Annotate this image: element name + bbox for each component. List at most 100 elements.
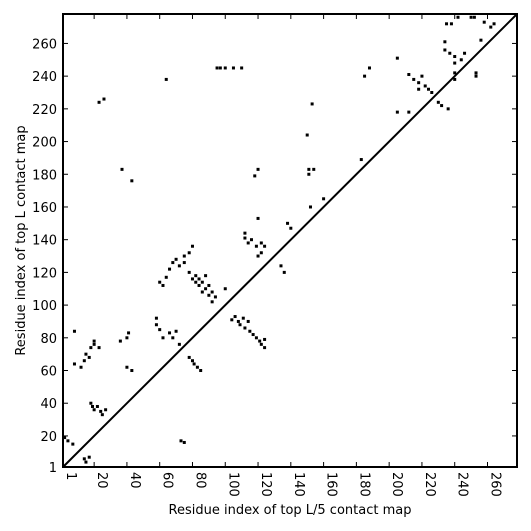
contact-point-lower <box>395 110 399 114</box>
contact-point-upper <box>82 359 86 363</box>
contact-point-upper <box>161 283 165 287</box>
y-tick-label: 1 <box>49 461 57 476</box>
y-tick-label: 140 <box>32 234 57 249</box>
contact-point-upper <box>200 290 204 294</box>
diagonal <box>62 13 518 468</box>
contact-point-upper <box>72 329 76 333</box>
contact-point-upper <box>443 48 447 52</box>
contact-point-upper <box>210 300 214 304</box>
contact-point-upper <box>286 221 290 225</box>
contact-point-lower <box>259 342 263 346</box>
contact-point-upper <box>249 238 253 242</box>
y-tick-label: 20 <box>40 430 57 445</box>
contact-point-upper <box>426 87 430 91</box>
contact-point-lower <box>474 71 478 75</box>
contact-point-upper <box>92 342 96 346</box>
contact-point-upper <box>367 66 371 70</box>
contact-point-lower <box>246 319 250 323</box>
x-tick-label: 80 <box>192 472 207 489</box>
contact-point-lower <box>251 333 255 337</box>
contact-point-upper <box>215 66 219 70</box>
contact-point-upper <box>223 287 227 291</box>
y-tick-label: 220 <box>32 103 57 118</box>
contact-point-lower <box>453 77 457 81</box>
contact-point-upper <box>359 158 363 162</box>
contact-point-upper <box>420 74 424 78</box>
contact-point-upper <box>469 15 473 19</box>
contact-point-upper <box>118 339 122 343</box>
contact-point-lower <box>100 413 104 417</box>
contact-point-upper <box>177 342 181 346</box>
y-tick-label: 60 <box>40 365 57 380</box>
contact-point-upper <box>423 84 427 88</box>
contact-point-upper <box>223 66 227 70</box>
contact-point-upper <box>363 74 367 78</box>
x-tick-label: 260 <box>487 472 502 497</box>
contact-point-upper <box>197 283 201 287</box>
diagonal-line <box>62 13 518 468</box>
contact-point-upper <box>246 241 250 245</box>
contact-point-lower <box>63 436 67 440</box>
contact-point-lower <box>195 365 199 369</box>
contact-point-lower <box>446 107 450 111</box>
plot-frame <box>62 13 518 468</box>
contact-point-upper <box>289 226 293 230</box>
x-tick-label: 1 <box>63 472 78 480</box>
contact-point-lower <box>66 439 70 443</box>
contact-point-upper <box>256 167 260 171</box>
contact-point-lower <box>187 355 191 359</box>
contact-point-upper <box>207 283 211 287</box>
contact-point-upper <box>253 174 257 178</box>
contact-point-upper <box>197 277 201 281</box>
contact-point-lower <box>243 326 247 330</box>
contact-point-upper <box>168 331 172 335</box>
x-tick-label: 140 <box>291 472 306 497</box>
contact-point-upper <box>164 77 168 81</box>
contact-point-upper <box>200 280 204 284</box>
contact-point-upper <box>92 339 96 343</box>
contact-point-upper <box>218 66 222 70</box>
contact-point-upper <box>412 77 416 81</box>
contact-point-upper <box>463 51 467 55</box>
contact-point-lower <box>87 455 91 459</box>
contact-point-upper <box>125 365 129 369</box>
contact-point-upper <box>194 280 198 284</box>
contact-point-upper <box>459 58 463 62</box>
contact-point-lower <box>254 336 258 340</box>
contact-point-lower <box>104 408 108 412</box>
contact-point-upper <box>259 251 263 255</box>
contact-point-upper <box>445 22 449 26</box>
contact-point-upper <box>256 216 260 220</box>
contact-point-upper <box>305 133 309 137</box>
contact-point-upper <box>171 336 175 340</box>
contact-point-upper <box>417 87 421 91</box>
contact-point-upper <box>453 61 457 65</box>
contact-point-lower <box>179 439 183 443</box>
contact-points <box>63 15 496 464</box>
y-tick-label: 40 <box>40 397 57 412</box>
contact-point-lower <box>453 71 457 75</box>
contact-point-upper <box>307 167 311 171</box>
contact-point-upper <box>243 231 247 235</box>
contact-point-upper <box>120 167 124 171</box>
contact-point-lower <box>407 110 411 114</box>
contact-point-upper <box>310 102 314 106</box>
contact-point-upper <box>97 100 101 104</box>
contact-point-upper <box>79 365 83 369</box>
contact-point-lower <box>190 359 194 363</box>
contact-point-lower <box>258 339 262 343</box>
contact-point-upper <box>177 264 181 268</box>
contact-point-lower <box>241 316 245 320</box>
y-tick-label: 180 <box>32 168 57 183</box>
contact-point-lower <box>248 329 252 333</box>
y-tick-label: 80 <box>40 332 57 347</box>
contact-point-upper <box>453 55 457 59</box>
contact-point-lower <box>71 442 75 446</box>
contact-point-upper <box>130 369 134 373</box>
contact-point-upper <box>164 275 168 279</box>
contact-point-lower <box>263 346 267 350</box>
contact-point-lower <box>474 74 478 78</box>
contact-point-upper <box>194 274 198 278</box>
contact-point-upper <box>231 66 235 70</box>
